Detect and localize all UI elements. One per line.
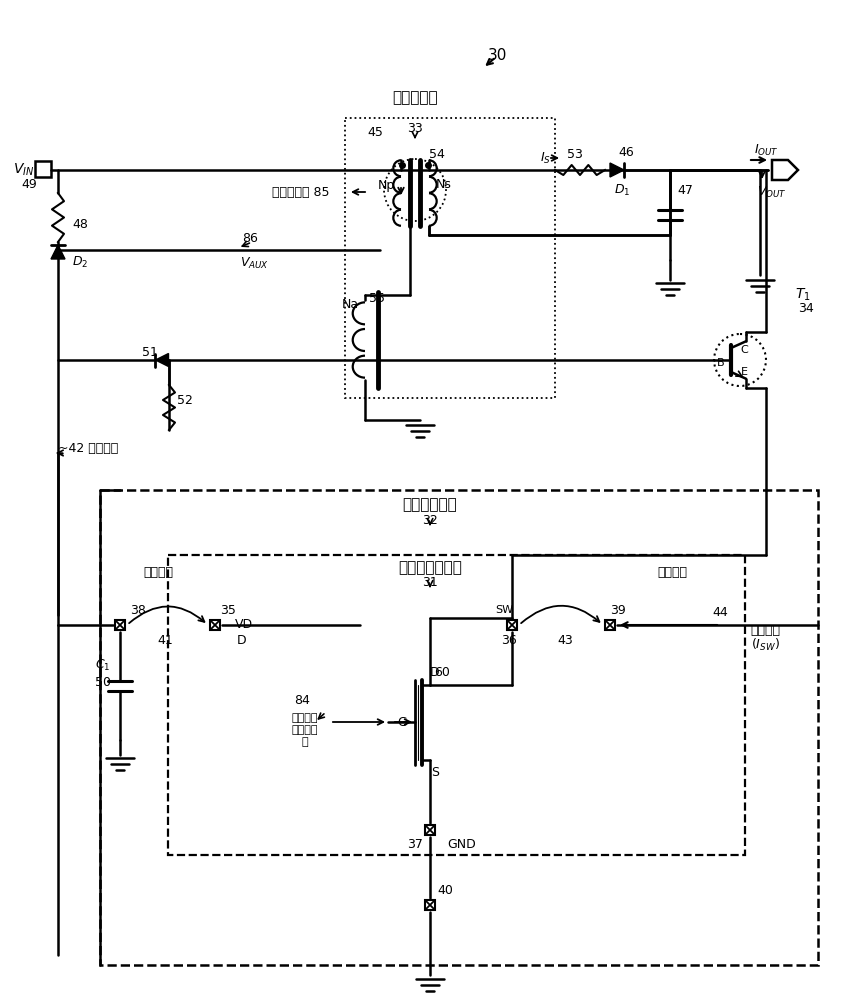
Text: $D_1$: $D_1$ — [613, 182, 630, 198]
Bar — [35, 161, 51, 177]
Text: 43: 43 — [556, 634, 572, 647]
Text: $I_{OUT}$: $I_{OUT}$ — [753, 142, 777, 158]
Text: 初级电感器: 初级电感器 — [392, 91, 437, 105]
Text: 37: 37 — [407, 838, 423, 850]
Text: G: G — [397, 716, 407, 728]
Text: 60: 60 — [434, 666, 449, 678]
Text: 控制器集成电路: 控制器集成电路 — [398, 560, 462, 576]
Text: 集成电路封装: 集成电路封装 — [402, 497, 457, 512]
Text: E: E — [739, 367, 747, 377]
Bar — [604, 620, 614, 630]
Text: GND: GND — [447, 838, 476, 850]
Text: 45: 45 — [366, 126, 382, 139]
Text: 30: 30 — [488, 47, 507, 62]
Text: $D_2$: $D_2$ — [72, 254, 88, 270]
Text: Ns: Ns — [436, 178, 452, 192]
Text: 41: 41 — [157, 634, 173, 647]
Text: Na: Na — [341, 298, 358, 312]
Text: 电感器开
关控制信
号: 电感器开 关控制信 号 — [291, 713, 318, 747]
Text: 电感器电流 85: 电感器电流 85 — [272, 186, 330, 198]
Text: 38: 38 — [130, 603, 146, 616]
Text: 50: 50 — [95, 676, 111, 688]
Text: 51: 51 — [142, 346, 158, 359]
Polygon shape — [51, 245, 65, 259]
Text: 52: 52 — [177, 393, 192, 406]
Text: 47: 47 — [676, 184, 692, 196]
Text: $(I_{SW})$: $(I_{SW})$ — [749, 637, 778, 653]
Polygon shape — [609, 163, 623, 177]
Text: 36: 36 — [500, 634, 517, 647]
Text: 33: 33 — [407, 121, 422, 134]
Text: 40: 40 — [436, 884, 452, 898]
Text: Np: Np — [377, 178, 394, 192]
Bar — [425, 825, 435, 835]
Text: 开关信号: 开关信号 — [749, 624, 779, 637]
Text: $V_{AUX}$: $V_{AUX}$ — [241, 255, 269, 271]
Text: 46: 46 — [618, 146, 633, 159]
Text: C: C — [739, 345, 747, 355]
Text: $C_1$: $C_1$ — [95, 657, 111, 673]
Text: 48: 48 — [72, 219, 88, 232]
Text: B: B — [717, 358, 724, 368]
Text: 55: 55 — [369, 292, 385, 304]
Text: VD: VD — [235, 618, 253, 632]
Bar — [506, 620, 517, 630]
Text: 35: 35 — [219, 603, 235, 616]
Text: 电源端子: 电源端子 — [143, 566, 173, 578]
Text: 31: 31 — [422, 576, 437, 588]
Text: 44: 44 — [711, 605, 727, 618]
Bar — [100, 490, 817, 965]
Bar — [425, 900, 435, 910]
Text: 53: 53 — [566, 147, 582, 160]
Text: 39: 39 — [609, 603, 625, 616]
Text: 84: 84 — [294, 694, 310, 706]
Text: 32: 32 — [422, 514, 437, 526]
Text: $T_1$: $T_1$ — [794, 287, 810, 303]
Text: S: S — [430, 766, 439, 778]
Bar — [210, 620, 219, 630]
Bar — [344, 118, 555, 398]
Text: 54: 54 — [429, 148, 445, 161]
Text: 34: 34 — [798, 302, 813, 314]
Text: 49: 49 — [21, 178, 37, 192]
Text: D: D — [236, 634, 246, 647]
Text: $V_{OUT}$: $V_{OUT}$ — [756, 184, 786, 200]
Text: 86: 86 — [241, 232, 257, 244]
Bar — [115, 620, 125, 630]
Text: ~42 反馈信号: ~42 反馈信号 — [58, 442, 118, 454]
Text: $I_S$: $I_S$ — [538, 150, 549, 166]
Text: $V_{IN}$: $V_{IN}$ — [14, 162, 35, 178]
Text: SW: SW — [495, 605, 512, 615]
Text: D: D — [430, 666, 439, 678]
Text: 开关端子: 开关端子 — [657, 566, 686, 578]
Polygon shape — [155, 354, 168, 366]
Bar — [168, 555, 744, 855]
